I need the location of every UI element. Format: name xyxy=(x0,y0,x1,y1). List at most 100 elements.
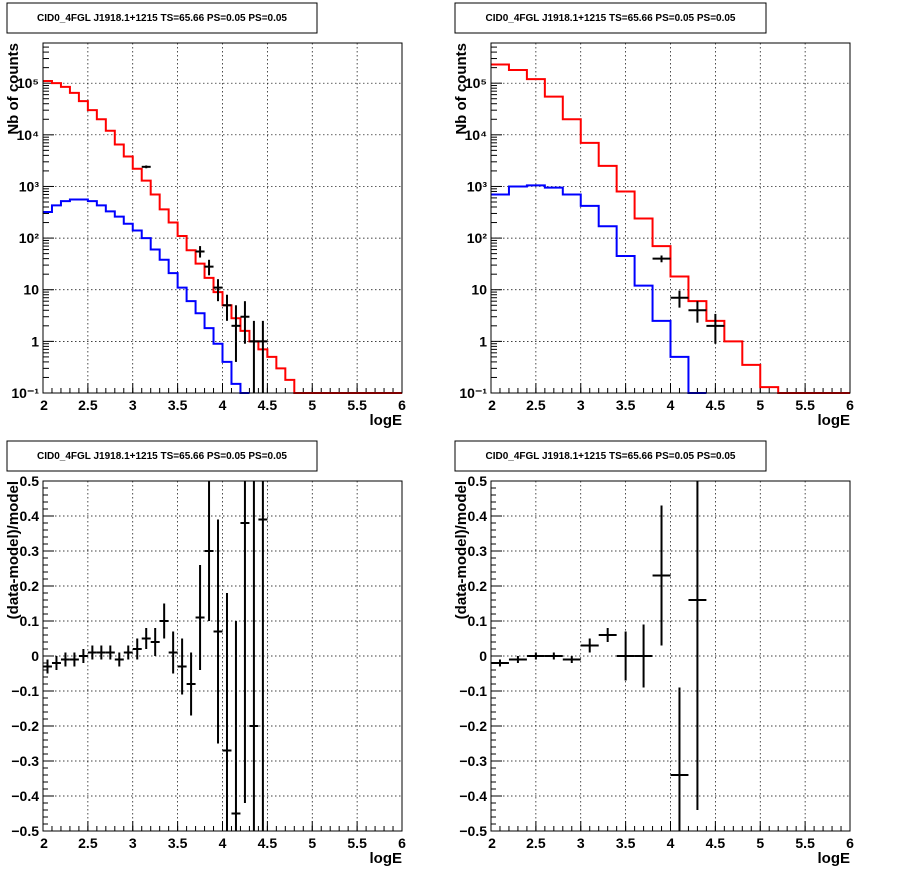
data-point xyxy=(231,621,241,831)
data-point xyxy=(634,624,653,688)
x-axis-title: logE xyxy=(818,850,851,867)
y-tick-label: 0.1 xyxy=(468,613,488,629)
y-tick-label: 10⁴ xyxy=(17,127,40,143)
x-tick-label: 4 xyxy=(667,835,675,851)
data-point xyxy=(168,631,178,674)
chart-title: CID0_4FGL J1918.1+1215 TS=65.66 PS=0.05 … xyxy=(37,451,287,462)
data-point xyxy=(123,645,133,660)
data-point xyxy=(240,481,250,803)
y-tick-label: 10³ xyxy=(19,178,40,194)
x-tick-label: 5 xyxy=(756,397,764,413)
data-point xyxy=(213,279,223,302)
series-line-1 xyxy=(491,63,850,394)
data-point xyxy=(186,652,196,716)
data-point xyxy=(249,481,259,831)
data-point xyxy=(231,305,241,362)
y-tick-label: −0.1 xyxy=(11,683,39,699)
y-axis-title: Nb of counts xyxy=(453,43,470,135)
x-tick-label: 5 xyxy=(308,397,316,413)
x-tick-label: 4 xyxy=(667,397,675,413)
x-axis-title: logE xyxy=(370,850,403,867)
x-tick-label: 2 xyxy=(40,835,48,851)
data-point xyxy=(204,259,214,276)
data-point xyxy=(69,652,79,667)
x-tick-label: 3 xyxy=(577,397,585,413)
x-tick-label: 5 xyxy=(308,835,316,851)
y-tick-label: 0.3 xyxy=(468,543,488,559)
series-line-2 xyxy=(43,198,250,394)
data-point xyxy=(150,628,160,656)
data-point xyxy=(78,649,88,663)
y-tick-label: 10³ xyxy=(467,178,488,194)
plot-frame xyxy=(490,42,851,394)
y-tick-label: −0.3 xyxy=(459,753,487,769)
y-tick-label: 0.4 xyxy=(20,508,40,524)
x-tick-label: 4.5 xyxy=(706,835,726,851)
data-point xyxy=(213,519,223,744)
y-tick-label: 10⁵ xyxy=(17,75,39,91)
y-axis-title: (data-model)/model xyxy=(453,481,470,619)
data-point xyxy=(652,255,671,263)
x-tick-label: 3 xyxy=(577,835,585,851)
data-point xyxy=(51,656,61,670)
data-point xyxy=(258,320,268,393)
data-point xyxy=(580,638,599,653)
y-axis-title: Nb of counts xyxy=(5,43,22,135)
x-tick-label: 5 xyxy=(756,835,764,851)
x-axis-title: logE xyxy=(818,412,851,429)
x-tick-label: 6 xyxy=(398,835,406,851)
x-tick-label: 6 xyxy=(398,397,406,413)
series-line-2 xyxy=(491,184,707,394)
x-tick-label: 2 xyxy=(40,397,48,413)
x-tick-label: 2.5 xyxy=(526,397,546,413)
chart-title: CID0_4FGL J1918.1+1215 TS=65.66 PS=0.05 … xyxy=(486,13,736,24)
y-tick-label: 0 xyxy=(31,648,39,664)
data-point xyxy=(652,505,671,646)
x-tick-label: 5.5 xyxy=(347,397,367,413)
chart-title-box xyxy=(454,440,767,472)
chart-title-box xyxy=(454,2,767,34)
y-tick-label: −0.1 xyxy=(459,683,487,699)
x-tick-label: 3.5 xyxy=(168,397,188,413)
data-point xyxy=(159,603,169,639)
y-tick-label: 10 xyxy=(471,282,487,298)
x-tick-label: 2 xyxy=(488,835,496,851)
x-tick-label: 2.5 xyxy=(526,835,546,851)
x-tick-label: 3 xyxy=(129,835,137,851)
y-axis-title: (data-model)/model xyxy=(5,481,22,619)
y-tick-label: −0.4 xyxy=(11,788,39,804)
x-tick-label: 6 xyxy=(846,835,854,851)
y-tick-label: 10⁻¹ xyxy=(459,385,487,401)
y-tick-label: 10² xyxy=(19,230,40,246)
x-axis-title: logE xyxy=(370,412,403,429)
x-tick-label: 3.5 xyxy=(168,835,188,851)
x-tick-label: 4.5 xyxy=(258,835,278,851)
y-tick-label: −0.2 xyxy=(11,718,39,734)
x-tick-label: 3.5 xyxy=(616,397,636,413)
chart-title-box xyxy=(6,2,318,34)
y-tick-label: 0.5 xyxy=(20,473,40,489)
data-point xyxy=(87,645,97,660)
plot-frame xyxy=(42,42,403,394)
data-point xyxy=(562,656,581,663)
data-point xyxy=(688,301,707,323)
y-tick-label: −0.5 xyxy=(459,823,487,839)
x-tick-label: 4 xyxy=(219,835,227,851)
y-tick-label: 10² xyxy=(467,230,488,246)
data-point xyxy=(141,165,151,169)
x-tick-label: 5.5 xyxy=(795,397,815,413)
plot-frame xyxy=(42,480,403,832)
y-tick-label: 10⁴ xyxy=(465,127,488,143)
chart-title-box xyxy=(6,440,318,472)
x-tick-label: 2 xyxy=(488,397,496,413)
data-point xyxy=(670,687,689,831)
y-tick-label: −0.4 xyxy=(459,788,487,804)
y-tick-label: 10⁵ xyxy=(465,75,487,91)
y-tick-label: 0.1 xyxy=(20,613,40,629)
data-point xyxy=(688,481,707,810)
chart-panel-1: CID0_4FGL J1918.1+1215 TS=65.66 PS=0.05 … xyxy=(5,2,406,429)
y-tick-label: 0.2 xyxy=(468,578,488,594)
data-point xyxy=(177,638,187,695)
y-tick-label: 10⁻¹ xyxy=(11,385,39,401)
data-point xyxy=(114,652,124,667)
